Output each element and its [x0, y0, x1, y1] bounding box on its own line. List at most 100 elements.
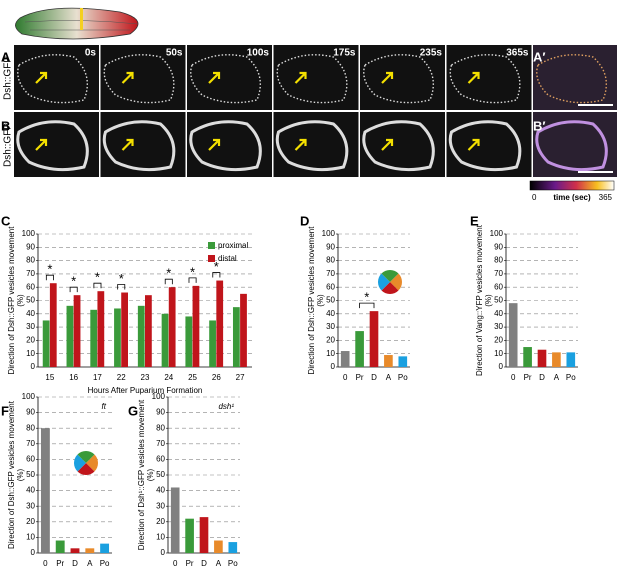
- arrow: [208, 138, 221, 151]
- y-tick-label: 0: [31, 362, 36, 371]
- pie-icon: [77, 451, 95, 463]
- y-tick-label: 100: [22, 392, 36, 401]
- y-tick-label: 90: [326, 242, 335, 251]
- bar: [192, 285, 200, 367]
- panel-label: C: [1, 213, 11, 228]
- pie-icon: [77, 463, 95, 476]
- image-tile: [100, 45, 186, 110]
- panel-label: A: [1, 49, 11, 64]
- cell-outline: [103, 54, 175, 104]
- annotation: dsh¹: [218, 402, 234, 411]
- timepoint: 0s: [85, 48, 97, 59]
- arrow: [294, 71, 307, 84]
- microscopy: 0s 50s 100s 175s 235s 365s: [14, 45, 617, 177]
- y-tick-label: 90: [26, 408, 35, 417]
- bar: [137, 305, 145, 367]
- bar: [185, 518, 194, 553]
- y-tick-label: 10: [26, 533, 35, 542]
- y-tick-label: 30: [156, 501, 165, 510]
- y-tick-label: 80: [326, 256, 335, 265]
- bar: [90, 309, 98, 367]
- y-axis-label: (%): [16, 294, 25, 307]
- bar: [55, 540, 65, 553]
- wing-icon: [15, 7, 139, 40]
- bar: [168, 287, 176, 367]
- y-axis-label: Direction of Vang::YFP vesicles movement: [475, 224, 484, 376]
- legend-label: proximal: [218, 241, 248, 250]
- significance-label: *: [119, 271, 124, 286]
- colorbar-min: 0: [532, 193, 537, 202]
- significance-label: *: [214, 259, 219, 274]
- bar: [537, 349, 547, 367]
- y-tick-label: 70: [26, 439, 35, 448]
- timepoint: 235s: [420, 48, 443, 59]
- cell-outline: [535, 120, 608, 172]
- significance-label: *: [166, 266, 171, 281]
- x-tick-label: 16: [69, 373, 78, 382]
- cell-outline: [17, 54, 88, 104]
- y-tick-label: 40: [26, 486, 35, 495]
- x-tick-label: 23: [141, 373, 150, 382]
- cell-outline: [275, 120, 349, 172]
- x-tick-label: 0: [173, 559, 178, 568]
- x-tick-label: D: [72, 559, 78, 568]
- x-tick-label: 0: [511, 373, 516, 382]
- timepoint: 50s: [166, 48, 183, 59]
- bar: [214, 540, 223, 553]
- x-tick-label: 22: [117, 373, 126, 382]
- y-tick-label: 0: [331, 362, 336, 371]
- x-tick-label: Po: [566, 373, 576, 382]
- arrow: [381, 138, 394, 151]
- significance-bracket: [359, 302, 375, 309]
- y-tick-label: 30: [26, 501, 35, 510]
- bar: [398, 356, 408, 367]
- panel-label: D: [300, 213, 309, 228]
- y-axis-label: (%): [16, 468, 25, 481]
- bar: [70, 548, 80, 553]
- bar: [66, 305, 74, 367]
- bar: [73, 295, 81, 367]
- significance-label: *: [190, 264, 195, 279]
- y-tick-label: 80: [156, 423, 165, 432]
- cell-outline: [190, 54, 261, 104]
- x-axis-label: Hours After Puparium Formation: [88, 386, 203, 395]
- arrow: [467, 71, 480, 84]
- bar: [228, 542, 238, 553]
- pie-icon: [381, 282, 399, 295]
- row-label: Dsh::GFP: [3, 56, 14, 100]
- x-tick-label: D: [371, 373, 377, 382]
- bar: [355, 331, 364, 367]
- panel-label: E: [470, 213, 479, 228]
- arrow: [121, 138, 134, 151]
- x-tick-label: 0: [43, 559, 48, 568]
- arrow: [35, 138, 48, 151]
- x-tick-label: Pr: [56, 559, 64, 568]
- cell-outline: [16, 120, 89, 172]
- significance-label: *: [95, 270, 100, 285]
- x-tick-label: A: [87, 559, 93, 568]
- x-tick-label: 27: [236, 373, 245, 382]
- bar: [216, 280, 224, 367]
- y-tick-label: 40: [26, 309, 35, 318]
- significance-bracket: [93, 282, 102, 289]
- y-tick-label: 100: [152, 392, 166, 401]
- cell-outline: [449, 54, 521, 104]
- y-tick-label: 40: [156, 486, 165, 495]
- panel-label: B: [1, 118, 10, 133]
- y-axis-label: (%): [316, 294, 325, 307]
- bar: [121, 292, 128, 367]
- y-tick-label: 90: [156, 408, 165, 417]
- y-tick-label: 30: [494, 322, 503, 331]
- bar: [369, 311, 379, 367]
- bar: [566, 352, 576, 367]
- y-tick-label: 80: [26, 423, 35, 432]
- timepoint: 175s: [333, 48, 356, 59]
- y-tick-label: 50: [26, 296, 35, 305]
- arrow: [208, 71, 221, 84]
- x-tick-label: 25: [188, 373, 197, 382]
- bar: [49, 283, 57, 367]
- x-tick-label: 24: [164, 373, 173, 382]
- panel-label: G: [128, 403, 138, 418]
- y-tick-label: 50: [326, 296, 335, 305]
- bar: [42, 320, 50, 367]
